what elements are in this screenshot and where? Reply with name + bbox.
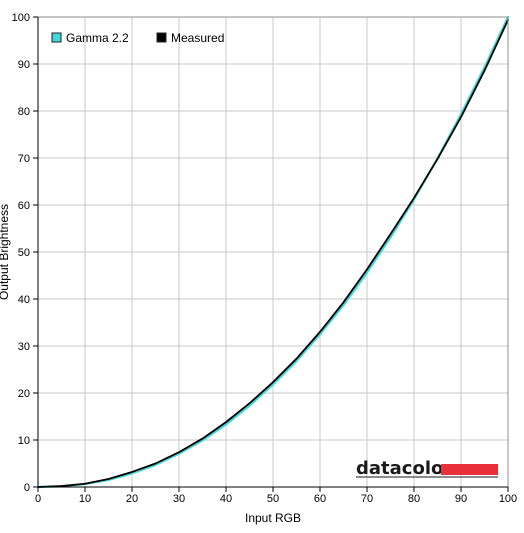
x-tick-label: 90 <box>455 493 467 505</box>
datacolor-logo-text: datacolor <box>356 458 452 479</box>
y-axis-label: Output Brightness <box>0 204 11 300</box>
datacolor-logo: datacolor <box>356 458 498 479</box>
x-tick-label: 30 <box>173 493 185 505</box>
grid-lines <box>38 16 509 487</box>
y-tick-label: 70 <box>18 153 30 165</box>
x-axis-label: Input RGB <box>245 511 301 525</box>
x-tick-label: 10 <box>79 493 91 505</box>
y-tick-label: 30 <box>18 341 30 353</box>
y-tick-label: 20 <box>18 388 30 400</box>
x-tick-label: 50 <box>267 493 279 505</box>
y-tick-label: 60 <box>18 200 30 212</box>
y-tick-label: 90 <box>18 59 30 71</box>
series-lines <box>36 15 510 489</box>
x-tick-label: 40 <box>220 493 232 505</box>
datacolor-logo-bar <box>441 464 498 475</box>
y-tick-label: 10 <box>18 435 30 447</box>
legend: Gamma 2.2 Measured <box>51 31 224 45</box>
y-tick-label: 80 <box>18 106 30 118</box>
y-tick-label: 40 <box>18 294 30 306</box>
x-tick-label: 60 <box>314 493 326 505</box>
x-tick-label: 0 <box>35 493 41 505</box>
legend-swatch-gamma <box>51 32 62 43</box>
legend-label-measured: Measured <box>171 31 224 45</box>
y-tick-label: 0 <box>24 482 30 494</box>
x-tick-label: 20 <box>126 493 138 505</box>
x-tick-label: 100 <box>499 493 517 505</box>
x-tick-label: 80 <box>408 493 420 505</box>
legend-swatch-measured <box>156 32 167 43</box>
y-tick-label: 50 <box>18 247 30 259</box>
series-line-measured <box>37 18 509 488</box>
y-tick-label: 100 <box>12 12 30 24</box>
x-tick-label: 70 <box>361 493 373 505</box>
axes: 0 10 20 30 40 50 60 70 80 90 100 0 10 20 30 40 50 60 70 80 9… <box>12 12 518 505</box>
legend-label-gamma: Gamma 2.2 <box>66 31 129 45</box>
